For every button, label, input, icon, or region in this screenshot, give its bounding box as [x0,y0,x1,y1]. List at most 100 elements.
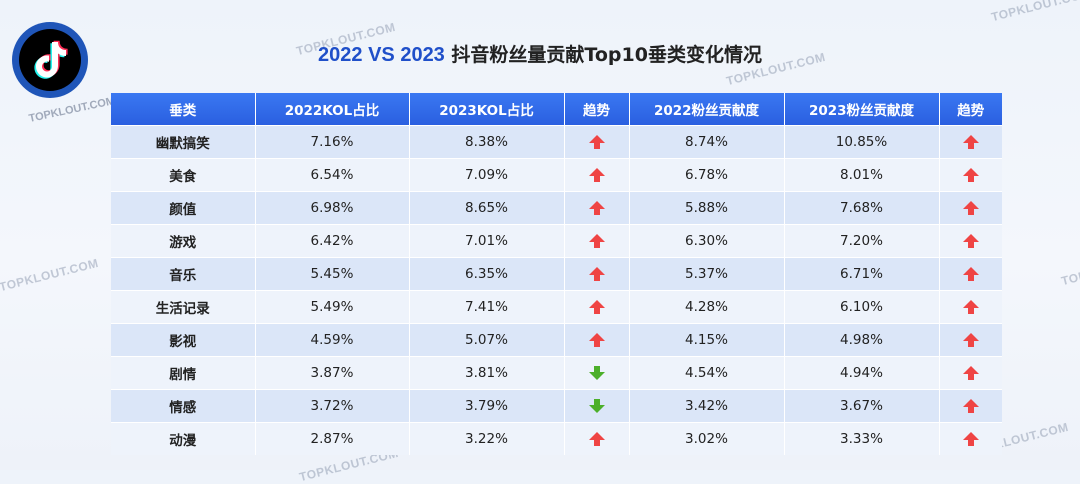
fans-2023-cell: 6.10% [784,290,940,324]
fans-2022-cell: 5.37% [629,257,785,291]
table-row: 幽默搞笑 7.16% 8.38% 8.74% 10.85% [111,125,1002,159]
arrow-up-icon [962,365,980,381]
category-cell: 生活记录 [111,290,256,324]
kol-2023-cell: 7.01% [409,224,565,258]
fans-2022-cell: 6.30% [629,224,785,258]
fans-trend-cell [939,422,1002,455]
fans-trend-cell [939,191,1002,225]
kol-2023-cell: 3.22% [409,422,565,455]
table-header-row: 垂类 2022KOL占比 2023KOL占比 趋势 2022粉丝贡献度 2023… [111,93,1002,126]
arrow-up-icon [962,332,980,348]
fans-trend-cell [939,356,1002,390]
kol-trend-cell [564,290,630,324]
fans-2023-cell: 7.68% [784,191,940,225]
fans-2023-cell: 10.85% [784,125,940,159]
fans-2022-cell: 3.02% [629,422,785,455]
watermark: TOPKLOUT.COM [0,255,100,295]
kol-trend-cell [564,257,630,291]
fans-trend-cell [939,158,1002,192]
kol-2023-cell: 7.41% [409,290,565,324]
column-header: 2023KOL占比 [409,93,565,126]
kol-2023-cell: 8.65% [409,191,565,225]
fans-trend-cell [939,257,1002,291]
category-cell: 影视 [111,323,256,357]
column-header: 2022KOL占比 [255,93,410,126]
table-row: 音乐 5.45% 6.35% 5.37% 6.71% [111,257,1002,291]
fans-2023-cell: 6.71% [784,257,940,291]
fans-2022-cell: 8.74% [629,125,785,159]
logo-caption: TOPKLOUT.COM [27,95,117,125]
column-header: 趋势 [939,93,1002,126]
arrow-up-icon [962,167,980,183]
arrow-up-icon [588,200,606,216]
category-cell: 剧情 [111,356,256,390]
kol-2023-cell: 6.35% [409,257,565,291]
table-row: 颜值 6.98% 8.65% 5.88% 7.68% [111,191,1002,225]
page-title: 2022 VS 2023 抖音粉丝量贡献Top10垂类变化情况 [0,40,1080,67]
fans-2022-cell: 4.54% [629,356,785,390]
fans-2023-cell: 4.98% [784,323,940,357]
arrow-up-icon [588,134,606,150]
arrow-up-icon [588,299,606,315]
kol-2022-cell: 7.16% [255,125,410,159]
kol-2023-cell: 3.79% [409,389,565,423]
kol-2022-cell: 6.54% [255,158,410,192]
kol-2022-cell: 3.87% [255,356,410,390]
fans-2022-cell: 6.78% [629,158,785,192]
table-row: 美食 6.54% 7.09% 6.78% 8.01% [111,158,1002,192]
arrow-down-icon [588,365,606,381]
category-cell: 颜值 [111,191,256,225]
fans-2022-cell: 3.42% [629,389,785,423]
table-row: 生活记录 5.49% 7.41% 4.28% 6.10% [111,290,1002,324]
title-text: 抖音粉丝量贡献Top10垂类变化情况 [444,44,762,66]
kol-trend-cell [564,125,630,159]
fans-2023-cell: 4.94% [784,356,940,390]
fans-trend-cell [939,125,1002,159]
fans-trend-cell [939,224,1002,258]
kol-2022-cell: 3.72% [255,389,410,423]
arrow-up-icon [588,431,606,447]
arrow-up-icon [962,398,980,414]
kol-2023-cell: 7.09% [409,158,565,192]
kol-trend-cell [564,356,630,390]
fans-2023-cell: 3.33% [784,422,940,455]
tiktok-logo-icon [12,22,88,98]
category-cell: 音乐 [111,257,256,291]
fans-2022-cell: 4.28% [629,290,785,324]
table-row: 剧情 3.87% 3.81% 4.54% 4.94% [111,356,1002,390]
table-row: 游戏 6.42% 7.01% 6.30% 7.20% [111,224,1002,258]
arrow-up-icon [962,299,980,315]
kol-2022-cell: 6.98% [255,191,410,225]
kol-2022-cell: 4.59% [255,323,410,357]
category-cell: 幽默搞笑 [111,125,256,159]
kol-2022-cell: 5.45% [255,257,410,291]
column-header: 2022粉丝贡献度 [629,93,785,126]
category-cell: 动漫 [111,422,256,455]
column-header: 垂类 [111,93,256,126]
arrow-up-icon [588,233,606,249]
kol-trend-cell [564,422,630,455]
arrow-up-icon [962,431,980,447]
fans-trend-cell [939,323,1002,357]
category-cell: 游戏 [111,224,256,258]
watermark: TOPKLOUT.COM [989,0,1080,25]
fans-2023-cell: 8.01% [784,158,940,192]
table-row: 影视 4.59% 5.07% 4.15% 4.98% [111,323,1002,357]
fans-2023-cell: 7.20% [784,224,940,258]
category-cell: 情感 [111,389,256,423]
arrow-down-icon [588,398,606,414]
fans-2023-cell: 3.67% [784,389,940,423]
kol-trend-cell [564,224,630,258]
fans-2022-cell: 5.88% [629,191,785,225]
watermark: TOPKLOUT.COM [1059,249,1080,289]
arrow-up-icon [588,266,606,282]
kol-trend-cell [564,158,630,192]
arrow-up-icon [962,233,980,249]
kol-trend-cell [564,389,630,423]
kol-trend-cell [564,323,630,357]
comparison-table: 垂类 2022KOL占比 2023KOL占比 趋势 2022粉丝贡献度 2023… [111,93,1002,455]
fans-trend-cell [939,290,1002,324]
kol-2023-cell: 5.07% [409,323,565,357]
arrow-up-icon [962,134,980,150]
arrow-up-icon [588,332,606,348]
